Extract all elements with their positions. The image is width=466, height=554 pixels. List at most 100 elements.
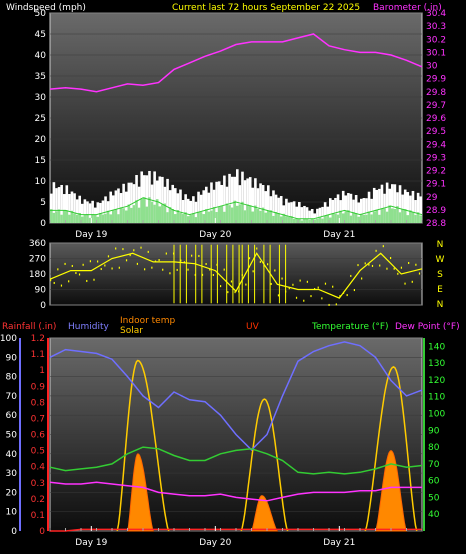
wind-bar — [370, 214, 373, 223]
gust-bar — [277, 197, 280, 223]
temp-tick-label: 40 — [428, 510, 440, 520]
direction-point — [364, 262, 366, 265]
gust-bar — [344, 195, 348, 223]
wind-bar — [375, 209, 379, 223]
wind-bar — [352, 212, 355, 223]
gust-bar — [65, 185, 69, 223]
direction-point — [129, 254, 131, 257]
barometer-tick-label: 29.8 — [426, 88, 446, 98]
humidity-tick-label: 70 — [6, 392, 18, 402]
wind-bar — [104, 213, 107, 223]
temperature-label: Temperature (°F) — [311, 322, 389, 332]
gust-bar — [83, 199, 87, 223]
direction-point — [187, 268, 189, 271]
direction-point — [162, 268, 164, 271]
direction-point — [346, 294, 348, 297]
day-label: Day 21 — [323, 538, 355, 548]
direction-point — [335, 303, 337, 306]
wind-bar — [344, 211, 348, 223]
wind-bar — [65, 210, 69, 223]
wind-bar — [367, 211, 371, 223]
gust-bar — [411, 190, 415, 223]
barometer-tick-label: 29 — [426, 193, 438, 203]
direction-point — [133, 249, 135, 252]
wind-bar — [248, 205, 252, 223]
gust-bar — [202, 190, 206, 223]
compass-label: W — [436, 255, 445, 265]
direction-point — [245, 283, 247, 286]
direction-point — [299, 279, 301, 282]
wind-tick-label: 30 — [35, 93, 47, 103]
gust-bar — [99, 202, 102, 223]
temperature-series — [49, 446, 423, 475]
gust-bar — [308, 210, 311, 223]
wind-bar — [360, 213, 363, 223]
wind-bar — [197, 211, 200, 223]
direction-point — [115, 247, 117, 250]
wind-bar — [153, 204, 156, 223]
wind-bar — [168, 207, 172, 223]
wind-bar — [99, 213, 102, 223]
gust-bar — [241, 171, 244, 223]
wind-bar — [155, 199, 159, 223]
barometer-tick-label: 29.6 — [426, 114, 446, 124]
wind-bar — [406, 215, 410, 223]
humidity-series — [49, 341, 423, 451]
humidity-tick-label: 0 — [11, 527, 17, 537]
gust-bar — [73, 193, 76, 223]
wind-bar — [339, 210, 342, 223]
wind-bar — [145, 206, 149, 223]
gust-bar — [50, 193, 53, 223]
gust-bar — [393, 184, 397, 223]
gust-bar — [52, 182, 56, 223]
gust-bar — [96, 202, 100, 223]
gust-bar — [298, 202, 301, 223]
gust-bar — [243, 180, 247, 223]
humidity-tick-label: 80 — [6, 373, 18, 383]
day-label: Day 19 — [75, 230, 107, 240]
wind-bar — [52, 212, 56, 223]
direction-point — [281, 277, 283, 280]
wind-bar — [140, 198, 144, 223]
direction-point — [379, 264, 381, 267]
wind-bar — [292, 218, 296, 223]
direction-point — [371, 264, 374, 267]
gust-bar — [189, 200, 193, 223]
wind-bar — [383, 208, 386, 223]
gust-bar — [132, 184, 136, 223]
wind-tick-label: 15 — [35, 156, 46, 166]
wind-tick-label: 35 — [35, 72, 46, 82]
gust-bar — [181, 199, 185, 223]
gust-bar — [290, 202, 293, 223]
humidity-tick-label: 100 — [0, 334, 17, 344]
wind-bar — [261, 207, 265, 223]
rain-tick-label: 0 — [39, 527, 45, 537]
wind-tick-label: 20 — [35, 135, 47, 145]
gust-bar — [295, 206, 299, 223]
wind-bar — [331, 213, 335, 223]
gust-bar — [279, 196, 283, 223]
gust-bar — [148, 170, 151, 223]
gust-bar — [184, 194, 187, 223]
wind-bar — [194, 217, 198, 223]
gust-bar — [70, 191, 74, 223]
wind-bar — [215, 212, 218, 223]
wind-bar — [225, 203, 229, 223]
gust-bar — [375, 189, 379, 223]
direction-tick-label: 270 — [29, 255, 46, 265]
solar-curve — [240, 398, 289, 532]
gust-bar — [409, 195, 412, 223]
gust-bar — [310, 209, 314, 223]
humidity-tick-label: 10 — [6, 508, 18, 518]
gust-bar — [401, 194, 404, 223]
gust-bar — [78, 195, 82, 223]
direction-point — [382, 245, 384, 248]
barometer-tick-label: 29.5 — [426, 127, 446, 137]
indoor-temp-label: Indoor temp — [120, 316, 175, 326]
direction-point — [234, 291, 236, 294]
gust-bar — [352, 199, 355, 223]
wind-bar — [318, 216, 322, 223]
wind-bar — [391, 208, 394, 223]
direction-point — [219, 285, 222, 288]
wind-bar — [238, 204, 242, 223]
